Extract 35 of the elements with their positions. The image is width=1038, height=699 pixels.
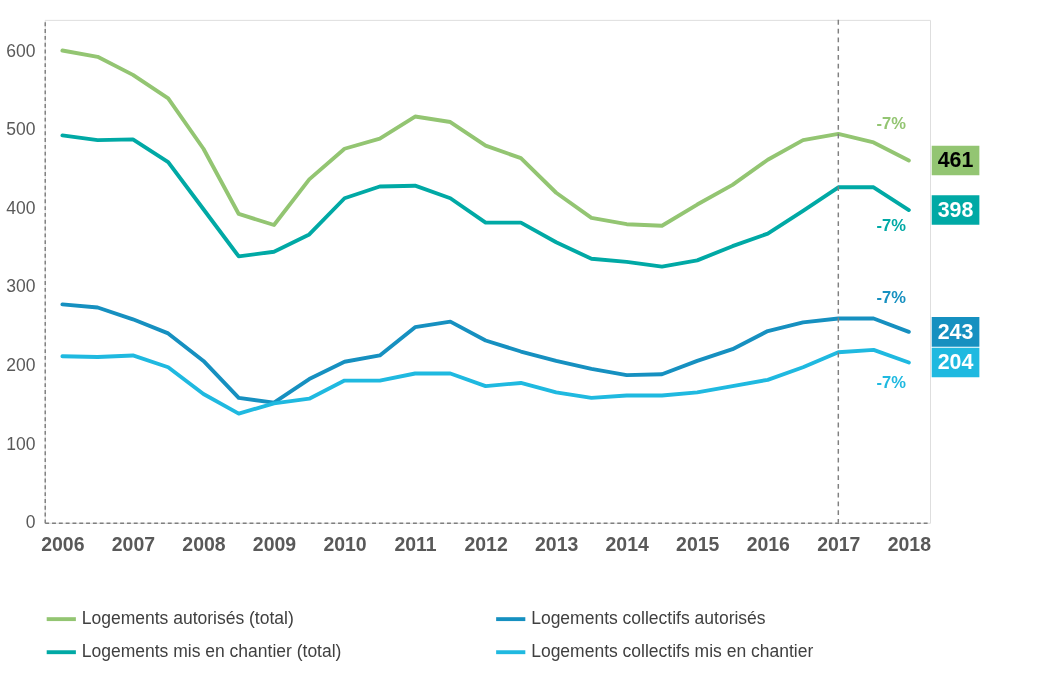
annotation: -7%: [876, 373, 907, 393]
y-tick-label: 600: [6, 40, 36, 61]
legend-label: Logements mis en chantier (total): [81, 641, 342, 662]
data-label: 243: [937, 319, 974, 344]
x-tick-label: 2010: [323, 532, 367, 555]
line-series: [60, 133, 911, 269]
x-tick-label: 2013: [535, 532, 579, 555]
line-series: [60, 302, 911, 405]
x-tick-label: 2014: [605, 532, 649, 555]
y-tick-label: 100: [6, 433, 36, 454]
x-tick-label: 2006: [41, 532, 85, 555]
data-label: 461: [937, 148, 974, 173]
x-tick-label: 2018: [887, 532, 932, 555]
x-tick-label: 2008: [182, 532, 226, 555]
x-tick-label: 2011: [394, 532, 437, 555]
legend-label: Logements collectifs mis en chantier: [531, 641, 814, 662]
x-tick-label: 2012: [464, 532, 508, 555]
y-tick-label: 200: [6, 355, 36, 375]
annotation: -7%: [876, 287, 907, 307]
annotation: -7%: [876, 215, 907, 235]
y-tick-label: 400: [6, 197, 36, 218]
y-tick-label: 300: [6, 276, 36, 297]
y-tick-label: 500: [6, 119, 36, 140]
annotation: -7%: [876, 114, 907, 134]
x-tick-label: 2017: [817, 532, 861, 555]
x-tick-label: 2009: [252, 532, 297, 555]
legend-label: Logements autorisés (total): [81, 608, 294, 628]
x-tick-label: 2015: [676, 532, 720, 555]
x-tick-label: 2016: [746, 532, 791, 555]
data-label: 398: [937, 197, 974, 222]
legend-label: Logements collectifs autorisés: [531, 608, 766, 628]
line-series: [60, 347, 911, 416]
x-tick-label: 2007: [111, 532, 156, 555]
y-tick-label: 0: [25, 512, 36, 533]
data-label: 204: [937, 350, 974, 375]
